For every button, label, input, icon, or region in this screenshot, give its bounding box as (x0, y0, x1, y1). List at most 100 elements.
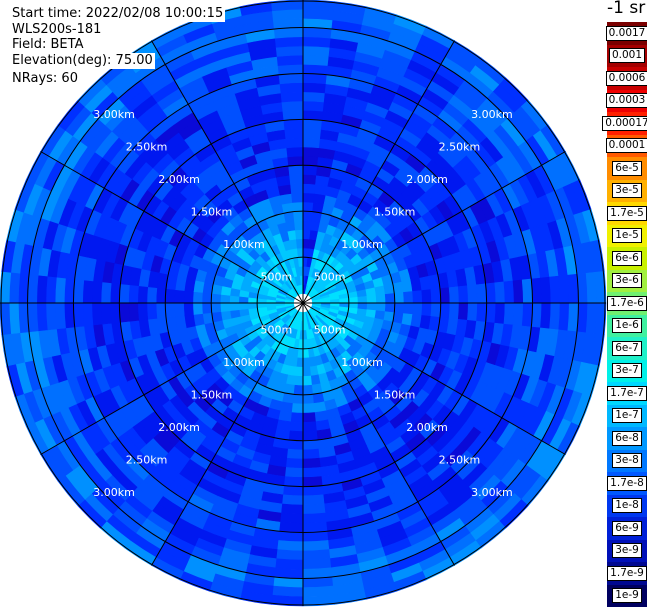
ppi-cell (310, 374, 321, 386)
azimuth-line (302, 302, 566, 455)
ppi-cell (366, 294, 377, 304)
ppi-cell (271, 8, 304, 21)
ppi-cell (271, 585, 304, 598)
ppi-cell (302, 476, 323, 487)
ppi-cell (297, 256, 304, 267)
ppi-cell (430, 288, 442, 304)
ppi-cell (155, 287, 167, 304)
ppi-cell (270, 0, 304, 12)
ppi-cell (365, 287, 377, 297)
ppi-cell (302, 393, 314, 405)
ppi-cell (284, 467, 304, 478)
colorbar-level: 1e-9 (607, 584, 647, 607)
nrays-label: NRays: 60 (12, 71, 80, 87)
azimuth-line (40, 302, 304, 455)
ppi-cell (558, 274, 570, 304)
ppi-cell (295, 238, 304, 249)
colorbar-level: 6e-7 (607, 337, 647, 360)
ppi-cell (109, 302, 121, 324)
range-ring-label: 1.50km (191, 389, 233, 402)
ppi-cell (375, 294, 386, 304)
ppi-cell (279, 512, 304, 524)
ppi-cell (374, 285, 386, 296)
colorbar-level: 3e-6 (607, 269, 647, 292)
colorbar-level: 3e-7 (607, 359, 647, 382)
ppi-cell (302, 8, 335, 21)
ppi-cell (403, 291, 414, 304)
ppi-cell (302, 348, 310, 359)
ppi-cell (288, 164, 304, 176)
ppi-cell (109, 282, 121, 304)
ppi-cell (280, 503, 304, 515)
ppi-cell (281, 494, 304, 506)
ppi-grid (0, 0, 606, 606)
ppi-cell (36, 274, 48, 304)
ppi-cell (137, 302, 149, 321)
ppi-cell (412, 302, 423, 316)
colorbar-level: 1.7e-8 (607, 472, 647, 495)
ppi-cell (302, 91, 326, 103)
ppi-cell (302, 174, 317, 185)
range-ring-labels: 500m 500m 500m 500m 1.00km 1.00km 1.00km 1.00km… (93, 108, 512, 499)
ppi-cell (375, 302, 386, 312)
ppi-cell (91, 280, 103, 304)
colorbar-level-label: 3e-8 (612, 453, 642, 469)
ppi-cell (128, 302, 139, 322)
ppi-cell (412, 290, 423, 304)
colorbar-level-label: 0.0001 (605, 138, 647, 154)
colorbar-level: 0.0006 (605, 67, 647, 90)
ppi-cell (302, 558, 332, 570)
ppi-cell (302, 146, 320, 158)
ppi-cell (512, 279, 524, 304)
ppi-cell (302, 109, 324, 121)
ppi-cell (73, 302, 85, 328)
ppi-cell (503, 280, 515, 304)
ppi-cell (294, 220, 304, 231)
ppi-cell (302, 375, 312, 386)
ppi-cell (280, 91, 304, 103)
ppi-cell (275, 45, 304, 57)
ppi-cell (302, 366, 312, 377)
range-ring-label: 2.50km (126, 141, 168, 154)
ppi-cell (302, 210, 313, 222)
ppi-cell (302, 164, 318, 176)
colorbar-level: 1.7e-6 (607, 292, 647, 315)
ppi-cell (265, 302, 276, 308)
colorbar-level-label: 6e-5 (612, 160, 642, 176)
colorbar-level: 1e-8 (607, 494, 647, 517)
colorbar-level-label: 1.7e-7 (607, 385, 647, 401)
colorbar-level-label: 1e-5 (612, 228, 642, 244)
colorbar-level: 6e-5 (607, 157, 647, 180)
ppi-cell (302, 137, 321, 149)
ppi-cell (467, 284, 478, 304)
colorbar-level-label: 1e-7 (612, 408, 642, 424)
ppi-cell (393, 292, 405, 304)
ppi-cell (302, 339, 309, 350)
ppi-cell (293, 210, 304, 222)
colorbar-level: 6e-9 (607, 517, 647, 540)
ppi-cell (282, 109, 304, 121)
colorbar-level-label: 0.0017 (605, 25, 647, 41)
ppi-cell (302, 229, 312, 240)
ppi-cell (290, 183, 304, 194)
ppi-cell (8, 271, 21, 304)
ppi-cell (229, 302, 240, 312)
ppi-cell (302, 494, 325, 506)
ppi-cell (476, 283, 487, 304)
ppi-cell (220, 310, 232, 321)
ppi-cell (302, 73, 328, 85)
ppi-cell (286, 146, 304, 158)
colorbar-level-label: 1e-8 (612, 498, 642, 514)
ppi-cell (302, 421, 317, 432)
ppi-cell (302, 521, 328, 533)
ppi-cell (384, 302, 396, 313)
range-ring-label: 1.50km (374, 205, 416, 218)
range-ring-label: 2.50km (439, 453, 481, 466)
ppi-cell (302, 183, 316, 194)
ppi-cell (174, 302, 185, 317)
colorbar-level: 0.0001 (605, 134, 647, 157)
ppi-cell (393, 302, 405, 314)
ppi-cell (494, 281, 506, 304)
colorbar-level-label: 0.00017 (602, 115, 647, 131)
elevation-label: Elevation(deg): 75.00 (12, 53, 155, 69)
